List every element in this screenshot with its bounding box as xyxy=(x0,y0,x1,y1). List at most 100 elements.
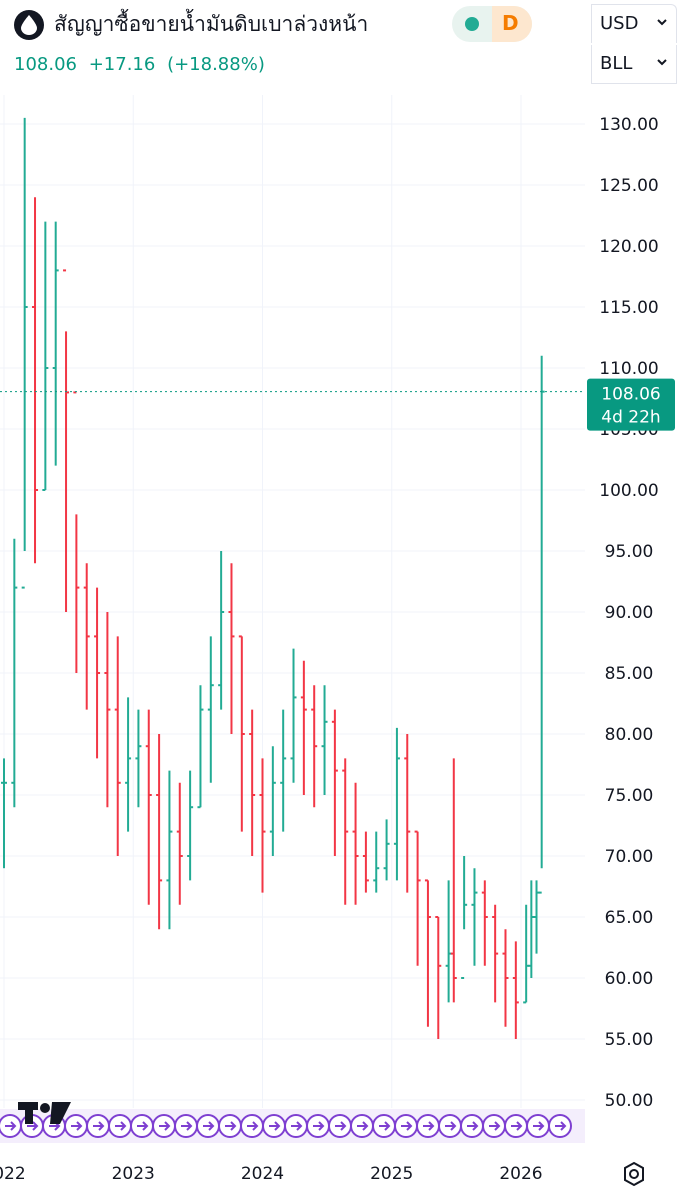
event-marker-icon[interactable] xyxy=(284,1114,308,1138)
last-price: 108.06 xyxy=(14,54,77,75)
ohlc-bar xyxy=(176,782,183,905)
y-tick-label: 115.00 xyxy=(599,298,658,318)
ohlc-bar xyxy=(228,563,235,734)
event-marker-icon[interactable] xyxy=(504,1114,528,1138)
interval-bg xyxy=(492,6,532,42)
event-marker-icon[interactable] xyxy=(262,1114,286,1138)
ohlc-bar xyxy=(187,770,194,881)
event-marker-icon[interactable] xyxy=(86,1114,110,1138)
x-tick-label: 2026 xyxy=(499,1164,542,1184)
price-change-percent: (+18.88%) xyxy=(167,54,265,75)
y-tick-label: 50.00 xyxy=(605,1091,654,1111)
event-marker-icon[interactable] xyxy=(130,1114,154,1138)
time-axis[interactable]: 2022 2023 2024 2025 2026 xyxy=(0,1164,543,1184)
ohlc-bar xyxy=(32,197,39,564)
ohlc-bar xyxy=(156,734,163,930)
event-marker-icon[interactable] xyxy=(240,1114,264,1138)
ohlc-bar xyxy=(424,879,431,1027)
ohlc-bar xyxy=(114,636,121,856)
ohlc-bar xyxy=(125,697,132,832)
y-tick-label: 65.00 xyxy=(605,908,654,928)
event-marker-icon[interactable] xyxy=(438,1114,462,1138)
x-tick-label: 2022 xyxy=(0,1164,26,1184)
event-marker-icon[interactable] xyxy=(372,1114,396,1138)
event-marker-icon[interactable] xyxy=(306,1114,330,1138)
ohlc-bar xyxy=(321,685,328,795)
ohlc-bar xyxy=(300,660,307,795)
event-marker-icon[interactable] xyxy=(526,1114,550,1138)
price-axis[interactable]: 130.00125.00120.00115.00110.00105.00100.… xyxy=(599,115,658,1111)
ohlc-bar xyxy=(135,709,142,808)
ohlc-bar xyxy=(83,563,90,710)
event-marker-icon[interactable] xyxy=(218,1114,242,1138)
price-change: +17.16 xyxy=(88,54,156,75)
x-tick-label: 2024 xyxy=(241,1164,284,1184)
ohlc-bar xyxy=(52,221,59,466)
event-marker-icon[interactable] xyxy=(328,1114,352,1138)
currency-value: USD xyxy=(600,13,639,34)
event-marker-icon[interactable] xyxy=(460,1114,484,1138)
last-price-tag: 108.06 4d 22h xyxy=(587,378,675,431)
ohlc-bar xyxy=(523,904,530,1004)
event-marker-icon[interactable] xyxy=(394,1114,418,1138)
ohlc-bar xyxy=(145,709,152,905)
ohlc-bar xyxy=(383,819,390,881)
ohlc-bar xyxy=(238,635,245,832)
y-tick-label: 95.00 xyxy=(605,542,654,562)
tradingview-logo-icon xyxy=(18,1102,71,1124)
y-tick-label: 70.00 xyxy=(605,847,654,867)
ohlc-bar xyxy=(492,904,499,1003)
ohlc-bar xyxy=(1,758,7,869)
event-marker-icon[interactable] xyxy=(174,1114,198,1138)
y-tick-label: 90.00 xyxy=(605,603,654,623)
y-tick-label: 85.00 xyxy=(605,664,654,684)
ohlc-bar xyxy=(481,880,488,966)
y-tick-label: 75.00 xyxy=(605,786,654,806)
ohlc-bar xyxy=(197,685,204,809)
interval-badge: D xyxy=(502,11,519,35)
event-marker-icon[interactable] xyxy=(548,1114,572,1138)
currency-select[interactable]: USD xyxy=(591,4,677,43)
ohlc-bar xyxy=(104,612,111,808)
ohlc-bar xyxy=(450,758,457,1003)
settings-icon[interactable] xyxy=(620,1160,648,1188)
events-strip[interactable] xyxy=(0,1109,585,1143)
symbol-header: สัญญาซื้อขายน้ำมันดิบเบาล่วงหน้า D 108.0… xyxy=(0,0,590,90)
y-tick-label: 110.00 xyxy=(599,359,658,379)
x-tick-label: 2023 xyxy=(112,1164,155,1184)
last-price-tag-countdown: 4d 22h xyxy=(601,408,660,428)
y-tick-label: 100.00 xyxy=(599,481,658,501)
ohlc-bar xyxy=(461,856,468,979)
ohlc-bar xyxy=(471,868,478,966)
unit-select[interactable]: BLL xyxy=(591,45,677,84)
y-tick-label: 130.00 xyxy=(599,115,658,135)
ohlc-bar xyxy=(352,782,359,905)
event-marker-icon[interactable] xyxy=(108,1114,132,1138)
symbol-title: สัญญาซื้อขายน้ำมันดิบเบาล่วงหน้า xyxy=(54,12,369,36)
event-marker-icon[interactable] xyxy=(152,1114,176,1138)
ohlc-bar xyxy=(42,221,49,491)
event-marker-icon[interactable] xyxy=(416,1114,440,1138)
y-tick-label: 80.00 xyxy=(605,725,654,745)
y-tick-label: 120.00 xyxy=(599,237,658,257)
ohlc-bar xyxy=(11,538,18,808)
event-marker-icon[interactable] xyxy=(482,1114,506,1138)
oil-drop-icon xyxy=(14,10,44,40)
ohlc-bar xyxy=(21,117,28,589)
status-pill[interactable]: D xyxy=(452,6,532,42)
event-marker-icon[interactable] xyxy=(196,1114,220,1138)
chevron-down-icon xyxy=(657,19,667,26)
event-marker-icon[interactable] xyxy=(0,1114,22,1138)
ohlc-bar xyxy=(404,734,411,893)
ohlc-bar xyxy=(73,391,80,673)
ohlc-bar xyxy=(207,636,214,783)
ohlc-bar xyxy=(94,587,101,759)
ohlc-bar xyxy=(373,831,380,893)
ohlc-bar xyxy=(259,758,266,893)
event-marker-icon[interactable] xyxy=(350,1114,374,1138)
ohlc-bar xyxy=(528,880,535,978)
event-marker-icon[interactable] xyxy=(64,1114,88,1138)
ohlc-bar xyxy=(311,685,318,808)
ohlc-bar xyxy=(280,709,287,832)
